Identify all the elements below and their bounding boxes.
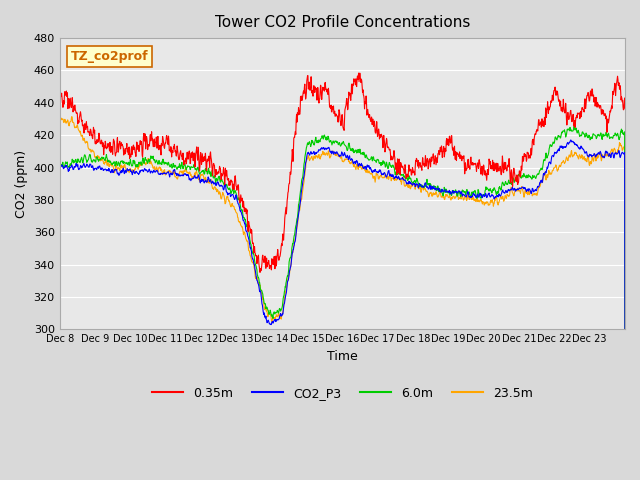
6.0m [504,180,512,186]
0.35m [182,157,189,163]
0.35m [168,154,175,160]
Title: Tower CO2 Profile Concentrations: Tower CO2 Profile Concentrations [214,15,470,30]
23.5m [68,114,76,120]
CO2_P3 [504,188,512,194]
6.0m [244,228,252,234]
Line: 0.35m: 0.35m [60,73,625,456]
6.0m [168,163,175,168]
0.35m [621,106,629,112]
Text: TZ_co2prof: TZ_co2prof [71,50,148,63]
0.35m [431,160,438,166]
CO2_P3 [621,370,629,376]
6.0m [570,123,578,129]
6.0m [621,357,629,363]
0.35m [56,454,63,459]
0.35m [554,95,562,100]
0.35m [244,218,252,224]
23.5m [554,167,562,173]
6.0m [554,134,562,140]
Legend: 0.35m, CO2_P3, 6.0m, 23.5m: 0.35m, CO2_P3, 6.0m, 23.5m [147,382,538,405]
CO2_P3 [56,382,63,387]
CO2_P3 [182,171,189,177]
23.5m [245,248,253,253]
23.5m [56,350,63,356]
X-axis label: Time: Time [327,350,358,363]
0.35m [356,70,364,76]
Line: 23.5m: 23.5m [60,117,625,370]
CO2_P3 [567,137,575,143]
23.5m [182,164,189,170]
CO2_P3 [168,170,175,176]
6.0m [430,183,438,189]
23.5m [431,192,438,197]
23.5m [621,367,629,372]
CO2_P3 [554,147,562,153]
23.5m [168,171,176,177]
6.0m [182,164,189,169]
CO2_P3 [430,184,438,190]
Line: 6.0m: 6.0m [60,126,625,382]
Line: CO2_P3: CO2_P3 [60,140,625,384]
Y-axis label: CO2 (ppm): CO2 (ppm) [15,150,28,218]
6.0m [56,379,63,385]
CO2_P3 [244,236,252,242]
0.35m [504,164,512,170]
23.5m [504,192,512,198]
